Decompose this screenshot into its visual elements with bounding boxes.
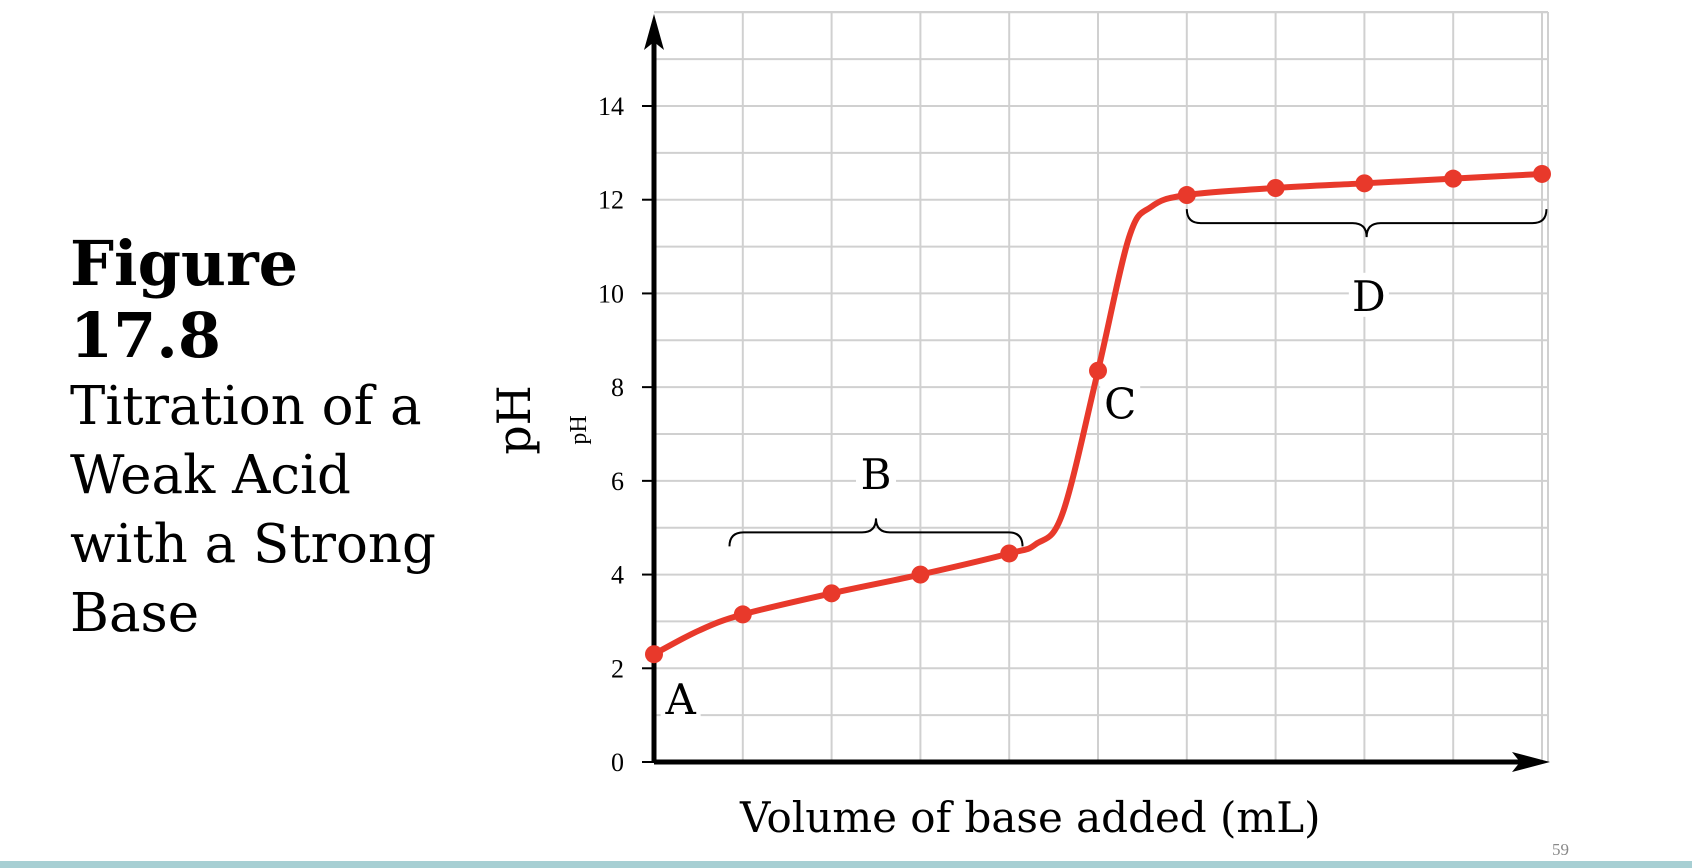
y-axis-title-small: pH xyxy=(566,415,592,444)
figure-title-line: Weak Acid xyxy=(70,445,351,506)
annotation-label-c: C xyxy=(1104,380,1136,429)
y-tick-label: 6 xyxy=(611,467,624,496)
y-tick-label: 8 xyxy=(611,373,624,402)
annotation-label-bg xyxy=(660,675,701,720)
data-point xyxy=(1444,169,1463,188)
data-point xyxy=(1355,174,1374,193)
y-tick-label: 2 xyxy=(611,654,624,683)
figure-title-line: with a Strong xyxy=(70,514,436,575)
y-tick-label: 10 xyxy=(598,279,624,308)
data-point xyxy=(1266,179,1285,197)
data-point xyxy=(733,605,752,624)
y-tick-label: 14 xyxy=(598,92,624,121)
data-point xyxy=(1089,361,1107,380)
annotation-label-b: B xyxy=(861,450,892,499)
annotation-label-bg xyxy=(1100,380,1141,425)
x-axis-arrow xyxy=(1512,752,1550,772)
x-axis-title: Volume of base added (mL) xyxy=(740,793,1321,842)
y-tick-label: 0 xyxy=(611,748,624,777)
figure-number: Figure 17.8 xyxy=(70,227,299,372)
bottom-bar xyxy=(0,861,1692,868)
annotation-label-a: A xyxy=(664,675,696,724)
y-axis-arrow xyxy=(644,14,664,50)
data-point xyxy=(911,565,930,584)
data-point xyxy=(1177,186,1196,205)
bracket-d xyxy=(1185,209,1548,238)
y-axis-title: pH xyxy=(487,385,541,455)
data-point xyxy=(1000,544,1019,563)
data-point xyxy=(1533,164,1551,183)
figure-title-line: Base xyxy=(70,583,200,644)
data-point xyxy=(645,645,663,664)
annotation-label-bg xyxy=(1348,272,1389,317)
y-tick-label: 12 xyxy=(598,186,624,215)
figure-title-line: Titration of a xyxy=(70,376,422,437)
y-tick-label: 4 xyxy=(611,561,624,590)
annotation-label-bg xyxy=(856,450,896,495)
figure-caption: Figure 17.8 Titration of a Weak Acid wit… xyxy=(70,228,470,648)
data-point xyxy=(822,584,841,603)
page-number: 59 xyxy=(1552,840,1569,859)
annotation-label-d: D xyxy=(1352,272,1386,321)
titration-curve xyxy=(652,170,1543,657)
bracket-b xyxy=(728,518,1024,547)
